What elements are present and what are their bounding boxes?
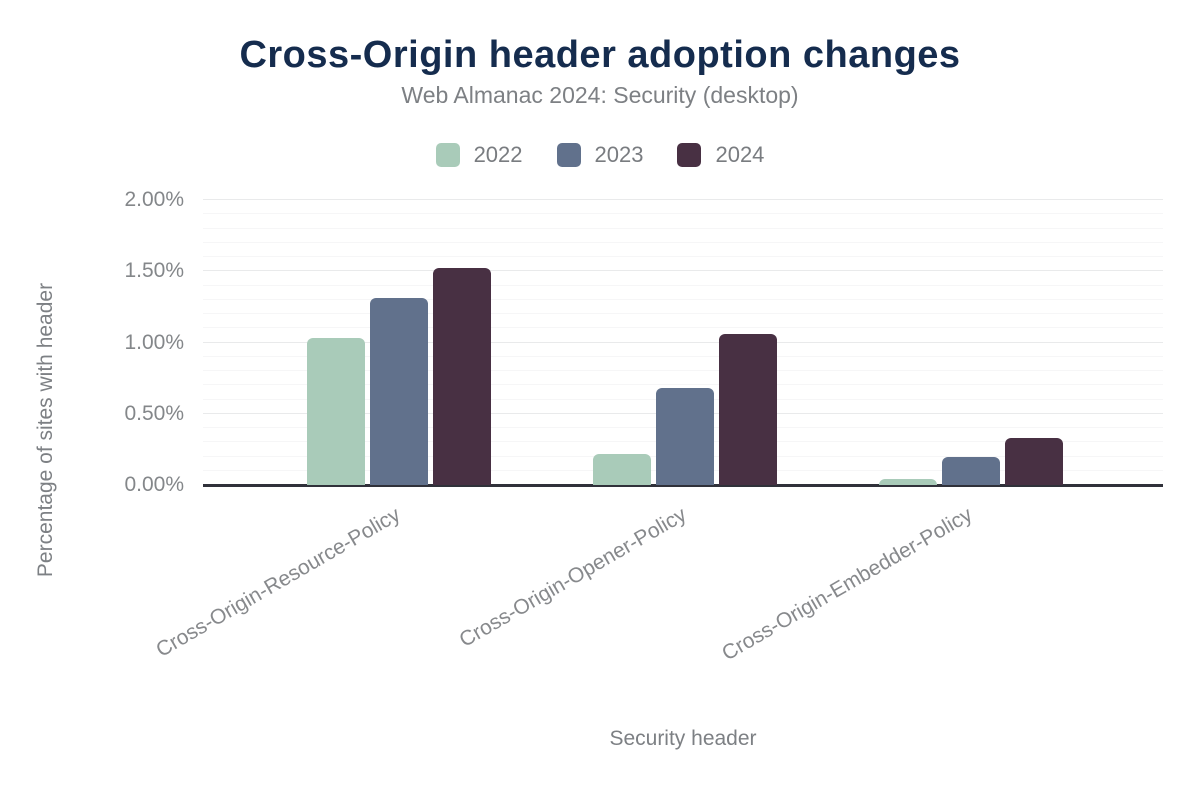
plot-area — [203, 199, 1163, 487]
gridline-2.0 — [203, 199, 1163, 200]
legend-swatch-2022 — [435, 143, 460, 167]
gridline-1.7 — [203, 241, 1163, 243]
gridline-0.7 — [203, 384, 1163, 386]
gridline-1.6 — [203, 256, 1163, 257]
gridline-1.8 — [203, 227, 1163, 229]
legend-item-2024: 2024 — [677, 142, 764, 168]
bar-group-cross-origin-resource-policy — [307, 200, 491, 485]
y-axis-ticks: 0.00% 0.50% 1.00% 1.50% 2.00% — [0, 189, 186, 496]
gridline-1.0 — [203, 341, 1163, 343]
y-tick-label-0.50%: 0.50% — [124, 401, 184, 425]
legend-item-2022: 2022 — [435, 142, 523, 168]
bar-2023-cross-origin-resource-policy — [370, 298, 428, 485]
x-axis-title: Security header — [609, 727, 757, 750]
legend-label-2022: 2022 — [473, 142, 523, 167]
bar-2024-cross-origin-opener-policy — [719, 333, 777, 485]
legend-label-2023: 2023 — [594, 142, 644, 167]
y-tick-label-0.00%: 0.00% — [124, 473, 184, 496]
legend: 2022 2023 2024 — [0, 142, 1200, 168]
bar-2022-cross-origin-opener-policy — [593, 453, 651, 485]
gridline-0.8 — [203, 370, 1163, 371]
gridline-1.4 — [203, 284, 1163, 286]
legend-item-2023: 2023 — [556, 142, 644, 168]
gridline-1.3 — [203, 298, 1163, 300]
bar-2022-cross-origin-embedder-policy — [879, 479, 937, 485]
legend-swatch-2023 — [556, 143, 581, 167]
gridline-1.2 — [203, 313, 1163, 314]
bar-2023-cross-origin-embedder-policy — [942, 456, 1000, 485]
chart-title: Cross-Origin header adoption changes — [239, 34, 961, 76]
bar-2024-cross-origin-embedder-policy — [1005, 437, 1063, 485]
gridline-0.9 — [203, 355, 1163, 357]
gridline-1.5 — [203, 270, 1163, 272]
x-axis-baseline — [203, 484, 1163, 487]
y-tick-label-1.00%: 1.00% — [124, 330, 184, 354]
x-tick-label-cross-origin-opener-policy: Cross-Origin-Opener-Policy — [455, 503, 691, 652]
bar-2023-cross-origin-opener-policy — [656, 388, 714, 485]
y-tick-label-2.00%: 2.00% — [124, 188, 184, 211]
gridline-1.9 — [203, 213, 1163, 215]
legend-label-2024: 2024 — [715, 142, 765, 167]
x-tick-label-cross-origin-resource-policy: Cross-Origin-Resource-Policy — [152, 503, 405, 662]
bar-2022-cross-origin-resource-policy — [307, 338, 365, 485]
bar-group-cross-origin-embedder-policy — [879, 200, 1063, 485]
y-tick-label-1.50%: 1.50% — [124, 259, 184, 283]
legend-swatch-2024 — [677, 143, 702, 167]
bar-2024-cross-origin-resource-policy — [433, 268, 491, 485]
x-tick-label-cross-origin-embedder-policy: Cross-Origin-Embedder-Policy — [718, 503, 977, 666]
gridline-1.1 — [203, 327, 1163, 329]
chart-subtitle: Web Almanac 2024: Security (desktop) — [401, 82, 799, 108]
bar-group-cross-origin-opener-policy — [593, 200, 777, 485]
